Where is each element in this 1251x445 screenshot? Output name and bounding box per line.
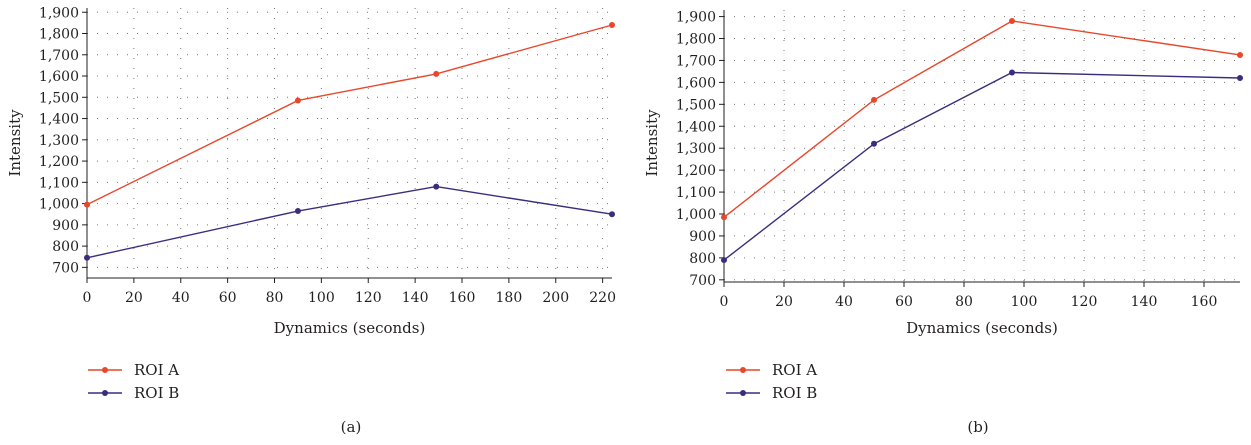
y-tick-label: 800 (52, 239, 79, 255)
x-tick-label: 220 (589, 290, 616, 306)
data-point-roi-a (721, 214, 727, 221)
data-point-roi-b (871, 140, 877, 147)
data-point-roi-b (84, 254, 90, 261)
series-line-roi-a (723, 20, 1241, 218)
legend-label: ROI B (134, 384, 179, 402)
x-tick-label: 20 (775, 294, 793, 310)
x-tick-label: 140 (402, 290, 429, 306)
series-line-roi-b (86, 185, 613, 259)
y-tick-label: 1,000 (676, 207, 716, 223)
data-point-roi-a (294, 97, 301, 104)
x-tick-label: 80 (266, 290, 284, 306)
x-axis-title: Dynamics (seconds) (274, 319, 426, 337)
panel-label: (b) (967, 418, 988, 436)
legend-label: ROI A (134, 361, 179, 379)
y-tick-label: 1,800 (676, 32, 716, 48)
data-point-roi-a (1237, 51, 1243, 58)
y-axis-title: Intensity (643, 109, 661, 177)
data-point-roi-b (1237, 75, 1243, 81)
data-point-roi-b (294, 208, 301, 215)
y-tick-label: 1,900 (39, 5, 79, 21)
x-tick-label: 40 (835, 294, 853, 310)
y-tick-label: 900 (689, 229, 716, 245)
x-tick-label: 100 (1011, 294, 1038, 310)
legend-swatch-marker (102, 390, 108, 396)
y-tick-label: 1,300 (676, 141, 716, 157)
y-tick-label: 900 (52, 218, 79, 234)
data-point-roi-b (433, 183, 440, 190)
legend-swatch-marker (102, 367, 108, 373)
x-tick-label: 200 (542, 290, 569, 306)
legend-swatch-marker (740, 367, 746, 373)
y-tick-label: 1,600 (39, 69, 79, 85)
y-tick-label: 1,400 (39, 112, 79, 128)
data-point-roi-b (721, 257, 727, 264)
legend-label: ROI A (772, 361, 817, 379)
x-tick-label: 120 (355, 290, 382, 306)
data-point-roi-a (1009, 17, 1015, 24)
data-point-roi-a (433, 70, 440, 77)
y-tick-label: 1,600 (676, 75, 716, 91)
x-tick-label: 100 (308, 290, 335, 306)
x-tick-label: 80 (955, 294, 973, 310)
y-tick-label: 1,300 (39, 133, 79, 149)
y-tick-label: 1,900 (676, 10, 716, 26)
x-tick-label: 60 (219, 290, 237, 306)
y-tick-label: 1,100 (39, 175, 79, 191)
chart-panel-a: 7008009001,0001,1001,2001,3001,4001,5001… (6, 5, 616, 436)
y-tick-label: 1,500 (676, 97, 716, 113)
data-point-roi-b (609, 211, 615, 218)
y-tick-label: 1,000 (39, 197, 79, 213)
y-tick-label: 700 (689, 273, 716, 289)
y-tick-label: 1,100 (676, 185, 716, 201)
data-point-roi-b (1009, 69, 1015, 76)
x-tick-label: 0 (83, 290, 92, 306)
y-tick-label: 1,400 (676, 119, 716, 135)
data-point-roi-a (609, 22, 615, 29)
x-axis-title: Dynamics (seconds) (906, 319, 1058, 337)
x-tick-label: 60 (895, 294, 913, 310)
x-tick-label: 0 (720, 294, 729, 310)
y-tick-label: 1,200 (39, 154, 79, 170)
data-point-roi-a (871, 96, 877, 103)
x-tick-label: 140 (1131, 294, 1158, 310)
y-tick-label: 1,700 (39, 48, 79, 64)
legend-label: ROI B (772, 384, 817, 402)
x-tick-label: 180 (496, 290, 523, 306)
x-tick-label: 20 (125, 290, 143, 306)
series-line-roi-a (86, 24, 613, 206)
y-tick-label: 700 (52, 260, 79, 276)
y-tick-label: 1,500 (39, 90, 79, 106)
y-tick-label: 1,700 (676, 53, 716, 69)
y-tick-label: 800 (689, 251, 716, 267)
y-axis-title: Intensity (6, 109, 24, 177)
legend-swatch-marker (740, 390, 746, 396)
data-point-roi-a (84, 201, 90, 208)
y-tick-label: 1,800 (39, 27, 79, 43)
y-tick-label: 1,200 (676, 163, 716, 179)
x-tick-label: 40 (172, 290, 190, 306)
x-tick-label: 120 (1071, 294, 1098, 310)
x-tick-label: 160 (449, 290, 476, 306)
chart-panel-b: 7008009001,0001,1001,2001,3001,4001,5001… (643, 10, 1243, 436)
panel-label: (a) (341, 418, 362, 436)
x-tick-label: 160 (1191, 294, 1218, 310)
series-line-roi-b (723, 71, 1241, 261)
